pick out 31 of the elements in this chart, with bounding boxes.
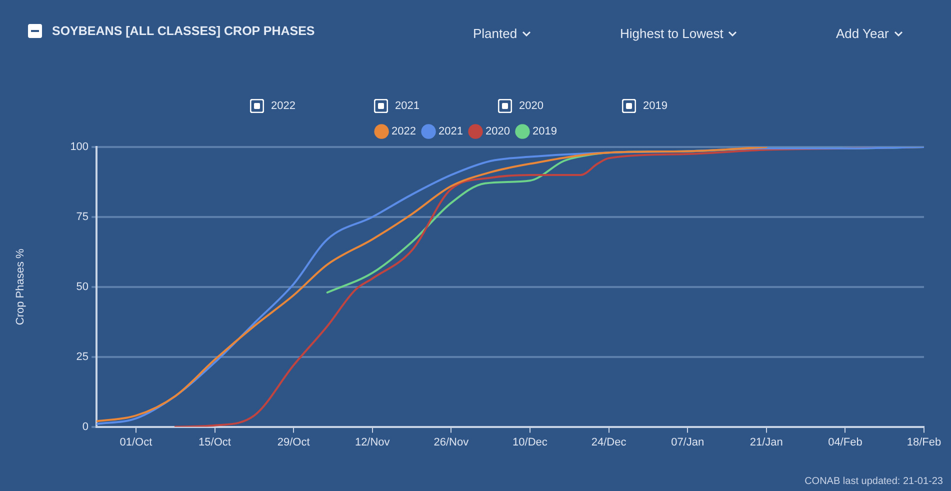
line-series [96,147,768,422]
x-tick-label: 10/Dec [512,436,548,448]
x-tick-label: 01/Oct [120,436,152,448]
text: 2021 [395,100,420,112]
x-tick-label: 12/Nov [354,436,390,448]
y-tick-label: 100 [70,141,89,154]
y-tick-label: 0 [82,420,89,433]
text: Highest to Lowest [620,26,724,41]
x-tick-label: 04/Feb [828,436,862,448]
text: 2019 [643,100,668,112]
text: 2020 [519,100,544,112]
y-tick-label: 50 [76,280,89,293]
text: Add Year [836,26,889,41]
y-tick-label: 75 [76,210,89,223]
text: Planted [473,26,518,41]
text: 2022 [271,100,296,112]
y-tick-label: 25 [76,350,89,363]
x-tick-label: 18/Feb [906,436,942,448]
x-tick-label: 21/Jan [750,436,783,448]
legend-label: 2021 [438,126,464,138]
legend-label: 2020 [486,126,510,138]
legend-label: 2022 [392,126,416,138]
x-tick-label: 15/Oct [198,436,231,448]
x-tick-label: 26/Nov [434,436,470,448]
x-tick-label: 24/Dec [591,436,627,448]
x-tick-label: 29/Oct [277,436,310,448]
chart-title: SOYBEANS [ALL CLASSES] CROP PHASES [52,24,315,38]
legend-label: 2019 [532,126,557,138]
y-axis-title: Crop Phases % [14,248,27,326]
text: CONAB last updated: 21-01-23 [804,476,943,487]
x-tick-label: 07/Jan [671,436,704,448]
